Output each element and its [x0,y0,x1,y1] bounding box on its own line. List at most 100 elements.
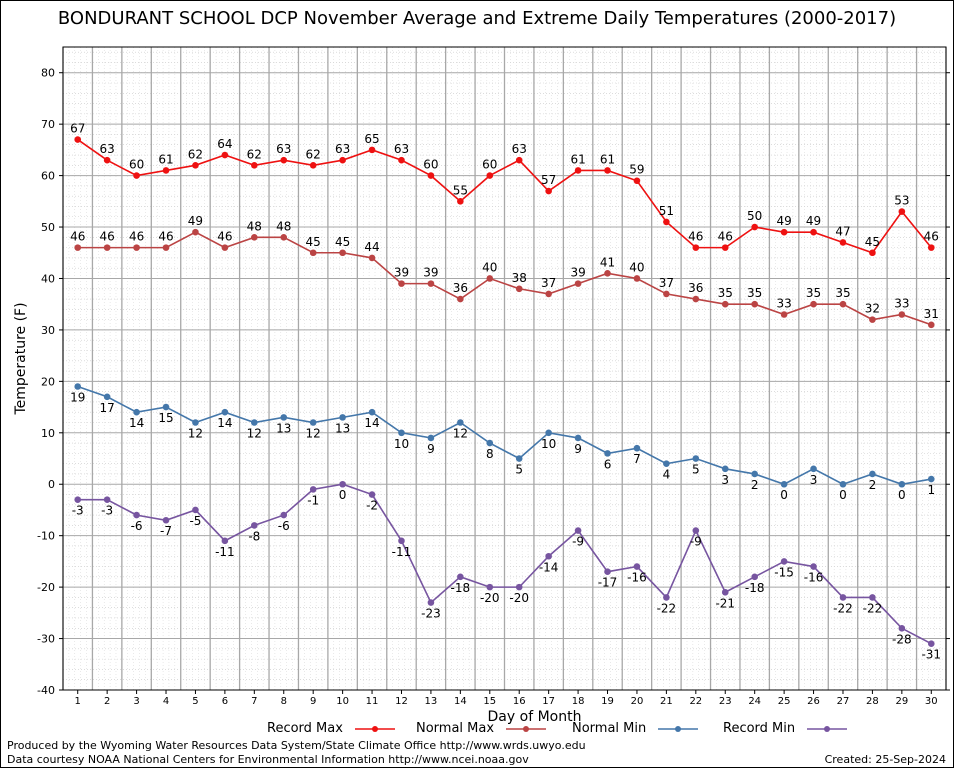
x-tick-label: 20 [631,696,644,707]
record-max-data-label: 62 [188,147,203,161]
record-max-point [309,162,317,169]
normal-min-point [810,465,817,473]
record-max-point [280,156,288,164]
normal-min-point [869,470,876,478]
plot-border [62,46,947,691]
normal-max-data-label: 46 [129,230,144,244]
normal-min-data-label: 6 [604,457,612,471]
normal-max-point [574,280,582,287]
normal-min-point [339,414,346,421]
x-tick-label: 6 [222,696,228,707]
normal-max-data-label: 35 [718,286,733,300]
y-tick-label: 80 [41,67,55,80]
legend-normal-max: Normal Max [416,721,547,736]
record-min-data-label: -11 [215,545,235,559]
normal-max-point [74,244,82,251]
created-date: Created: 25-Sep-2024 [824,753,946,766]
record-max-point [162,167,170,174]
record-min-data-label: -22 [657,601,677,615]
record-min-point [604,568,611,575]
normal-max-data-label: 48 [247,219,262,233]
normal-min-data-label: 3 [721,473,729,487]
normal-max-point [133,244,140,251]
normal-min-data-label: 14 [217,416,232,430]
record-max-data-label: 62 [247,147,262,161]
record-min-data-label: -7 [160,524,172,538]
normal-min-data-label: 13 [335,421,350,435]
x-tick-label: 18 [572,696,585,707]
record-min-data-label: -2 [366,499,378,513]
record-min-point [221,537,229,545]
normal-max-data-label: 46 [100,230,115,244]
normal-min-point [633,444,641,452]
legend-record-max-swatch [355,725,396,732]
record-min-point [74,496,82,503]
legend-normal-max-label: Normal Max [416,721,495,736]
normal-min-point [751,470,758,478]
x-tick-label: 19 [601,696,614,707]
record-max-line [77,138,932,254]
record-min-data-label: -20 [480,591,500,605]
record-max-point [74,136,82,143]
record-max-data-label: 57 [541,173,556,187]
record-max-data-label: 60 [129,158,144,172]
normal-min-point [398,429,405,437]
normal-min-data-label: 12 [188,427,203,441]
normal-max-data-label: 45 [335,235,350,249]
record-max-data-label: 46 [718,230,733,244]
normal-max-point [280,234,288,241]
normal-min-point [839,480,847,488]
record-min-point [339,480,346,488]
normal-max-data-label: 39 [570,266,585,280]
y-tick-label: 30 [41,324,55,337]
x-tick-label: 27 [837,696,850,707]
normal-max-point [810,300,817,308]
normal-max-point [692,295,700,303]
record-max-data-label: 67 [70,122,85,136]
record-min-data-label: -18 [451,581,471,595]
record-min-point [280,511,288,519]
series-record-min: -3 -3 -6 -7 -5 -11 -8 -6 -1 0 -2 -11 -23 -18 -20 -20 -14… [72,480,941,662]
x-axis-label: Day of Month [488,709,582,725]
record-max-data-label: 60 [423,158,438,172]
record-min-data-label: -22 [863,601,883,615]
normal-min-data-label: 19 [70,391,85,405]
normal-max-point [309,249,317,257]
y-axis-label: Temperature (F) [13,302,29,415]
record-min-point [545,552,552,560]
x-tick-label: 10 [336,696,349,707]
series-normal-max: 46 46 46 46 49 46 48 48 45 45 44 39 39 36 40 38 37 39 41 40… [70,214,939,329]
normal-max-point [751,300,758,308]
normal-max-data-label: 44 [364,240,379,254]
normal-max-point [898,311,906,318]
record-min-point [368,491,376,498]
normal-max-point [251,234,258,241]
record-max-point [339,156,346,164]
x-tick-label: 14 [454,696,467,707]
record-max-point [368,146,376,154]
record-min-data-label: -21 [715,596,735,610]
normal-max-point [162,244,170,251]
normal-min-data-label: 9 [574,442,582,456]
record-min-point [103,496,111,503]
normal-max-data-label: 37 [541,276,556,290]
record-min-point [251,522,258,529]
x-tick-label: 28 [866,696,879,707]
record-max-data-label: 64 [217,137,232,151]
record-min-point [574,527,582,534]
record-min-point [427,599,435,606]
normal-max-point [663,290,670,298]
normal-min-point [133,408,140,416]
normal-min-point [604,450,611,457]
legend-normal-min-label: Normal Min [572,721,647,736]
record-max-point [898,208,906,215]
normal-min-point [898,480,906,488]
record-max-point [192,162,199,169]
x-tick-label: 16 [513,696,526,707]
normal-max-data-label: 40 [482,260,497,274]
normal-min-data-label: 12 [453,427,468,441]
record-min-data-label: -11 [392,545,412,559]
normal-min-point [721,465,729,473]
record-max-data-label: 62 [306,147,321,161]
record-max-data-label: 61 [158,152,173,166]
